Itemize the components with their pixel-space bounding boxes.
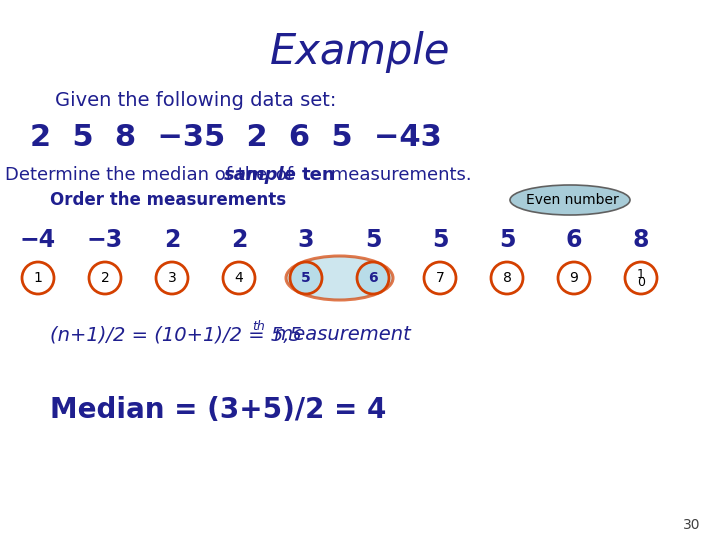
Text: 5: 5 — [432, 228, 449, 252]
Text: 5: 5 — [365, 228, 382, 252]
Text: 7: 7 — [436, 271, 444, 285]
Text: sample: sample — [223, 166, 296, 184]
Text: measurements.: measurements. — [325, 166, 472, 184]
Text: measurement: measurement — [268, 326, 410, 345]
Text: Example: Example — [270, 31, 450, 73]
Text: 3: 3 — [298, 228, 314, 252]
Text: 2: 2 — [101, 271, 109, 285]
Text: 2  5  8  −35  2  6  5  −43: 2 5 8 −35 2 6 5 −43 — [30, 124, 442, 152]
Text: 2: 2 — [231, 228, 247, 252]
Circle shape — [491, 262, 523, 294]
Text: 1: 1 — [637, 267, 645, 280]
Text: 1: 1 — [34, 271, 42, 285]
Circle shape — [424, 262, 456, 294]
Text: ten: ten — [302, 166, 335, 184]
Text: 6: 6 — [368, 271, 378, 285]
Text: Median = (3+5)/2 = 4: Median = (3+5)/2 = 4 — [50, 396, 387, 424]
Text: −4: −4 — [20, 228, 56, 252]
Text: Order the measurements: Order the measurements — [50, 191, 286, 209]
Text: 30: 30 — [683, 518, 700, 532]
Circle shape — [223, 262, 255, 294]
Text: th: th — [252, 321, 265, 334]
Circle shape — [625, 262, 657, 294]
Text: 0: 0 — [637, 276, 645, 289]
Text: Given the following data set:: Given the following data set: — [55, 91, 336, 110]
Circle shape — [89, 262, 121, 294]
Text: 2: 2 — [164, 228, 180, 252]
Circle shape — [156, 262, 188, 294]
Circle shape — [357, 262, 389, 294]
Text: −3: −3 — [87, 228, 123, 252]
Circle shape — [22, 262, 54, 294]
Text: Determine the median of the: Determine the median of the — [5, 166, 273, 184]
Circle shape — [558, 262, 590, 294]
Ellipse shape — [510, 185, 630, 215]
Ellipse shape — [286, 256, 393, 300]
Text: (n+1)/2 = (10+1)/2 = 5,5: (n+1)/2 = (10+1)/2 = 5,5 — [50, 326, 302, 345]
Text: 8: 8 — [633, 228, 649, 252]
Text: 8: 8 — [503, 271, 511, 285]
Text: 3: 3 — [168, 271, 176, 285]
Text: 9: 9 — [570, 271, 578, 285]
Text: 6: 6 — [566, 228, 582, 252]
Text: 5: 5 — [301, 271, 311, 285]
Text: of: of — [270, 166, 299, 184]
Circle shape — [290, 262, 322, 294]
Text: 5: 5 — [499, 228, 516, 252]
Text: Even number: Even number — [526, 193, 618, 207]
Text: 4: 4 — [235, 271, 243, 285]
